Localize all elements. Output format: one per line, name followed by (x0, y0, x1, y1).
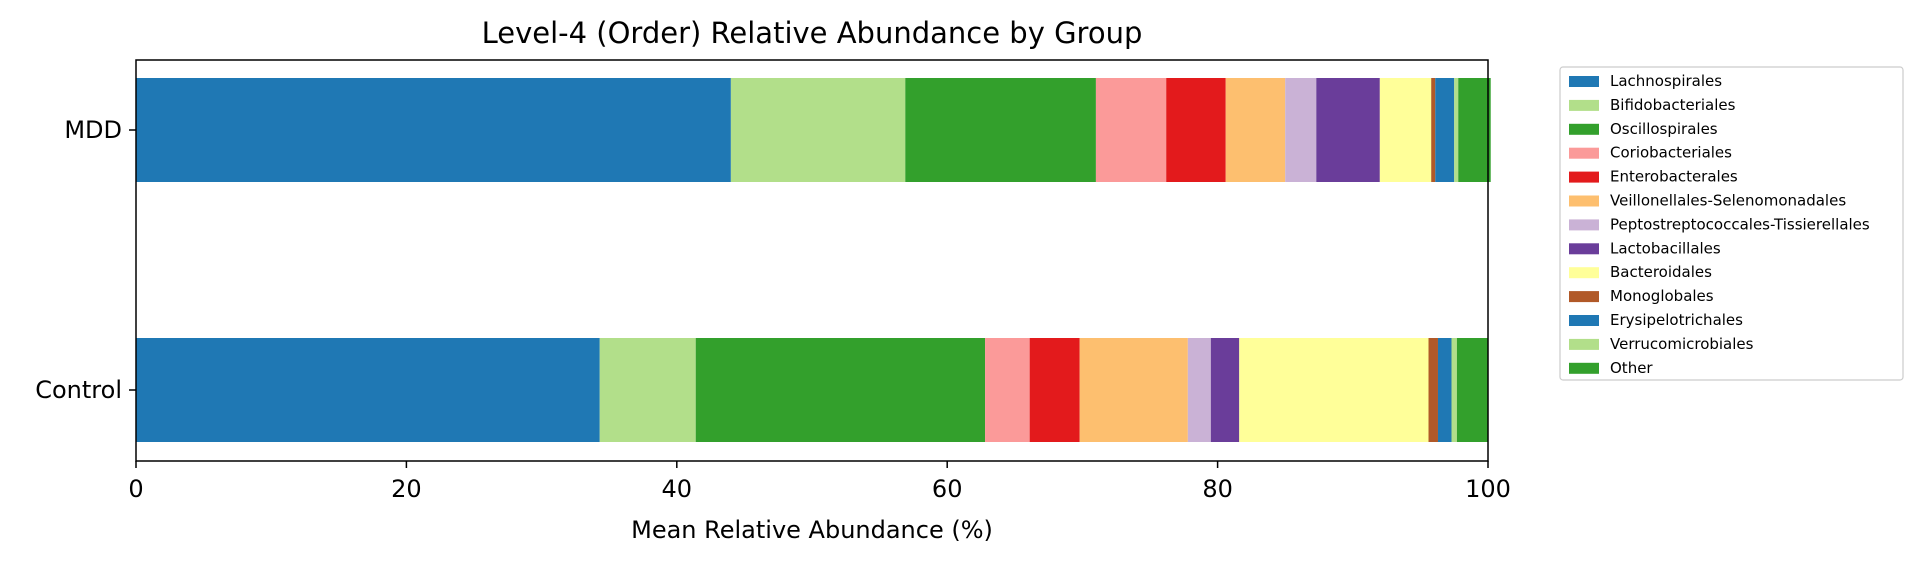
x-tick-label: 0 (128, 475, 143, 503)
legend-label: Bifidobacteriales (1610, 96, 1736, 114)
bar-segment-mdd-verrucomicrobiales (1454, 78, 1459, 182)
bar-segment-mdd-enterobacterales (1166, 78, 1226, 182)
legend-swatch (1569, 315, 1599, 326)
legend-swatch (1569, 195, 1599, 207)
x-axis: 0 20 40 60 80 100 (128, 461, 1511, 503)
y-tick-label: Control (35, 376, 122, 404)
legend-swatch (1569, 171, 1599, 183)
legend-swatch (1569, 267, 1599, 279)
y-axis: MDD Control (35, 116, 136, 404)
bar-segment-mdd-oscillospirales (905, 78, 1096, 182)
bar-segment-control-verrucomicrobiales (1451, 338, 1457, 442)
x-tick-label: 20 (391, 475, 422, 503)
x-tick-label: 100 (1465, 475, 1511, 503)
bars-layer (136, 78, 1491, 442)
bar-segment-control-lachnospirales (136, 338, 600, 442)
bar-segment-mdd-peptostreptococcales-tissierellales (1285, 78, 1317, 182)
legend-label: Lachnospirales (1610, 72, 1722, 90)
bar-segment-control-erysipelotrichales (1437, 338, 1452, 442)
legend-swatch (1569, 99, 1599, 111)
legend-label: Enterobacterales (1610, 168, 1738, 186)
bar-segment-control-enterobacterales (1029, 338, 1080, 442)
legend-label: Monoglobales (1610, 287, 1714, 305)
bar-segment-control-oscillospirales (695, 338, 986, 442)
bar-segment-control-peptostreptococcales-tissierellales (1187, 338, 1211, 442)
bar-segment-mdd-other (1458, 78, 1491, 182)
legend-swatch (1569, 291, 1599, 303)
x-tick-label: 60 (932, 475, 963, 503)
legend-label: Erysipelotrichales (1610, 311, 1743, 329)
bar-segment-mdd-lachnospirales (136, 78, 731, 182)
bar-segment-control-lactobacillales (1210, 338, 1240, 442)
bar-segment-control-coriobacteriales (985, 338, 1030, 442)
x-tick-label: 40 (662, 475, 693, 503)
bar-segment-mdd-lactobacillales (1316, 78, 1380, 182)
legend-swatch (1569, 362, 1599, 374)
legend-label: Veillonellales-Selenomonadales (1610, 192, 1846, 210)
legend-label: Other (1610, 359, 1653, 377)
legend-label: Peptostreptococcales-Tissierellales (1610, 215, 1870, 233)
legend-swatch (1569, 76, 1599, 87)
legend-label: Coriobacteriales (1610, 144, 1732, 162)
bar-segment-control-monoglobales (1428, 338, 1438, 442)
bar-segment-mdd-bacteroidales (1379, 78, 1432, 182)
legend-label: Oscillospirales (1610, 120, 1718, 138)
bar-segment-control-bifidobacteriales (599, 338, 696, 442)
bar-segment-mdd-monoglobales (1431, 78, 1436, 182)
x-axis-label: Mean Relative Abundance (%) (631, 516, 993, 544)
x-tick-label: 80 (1202, 475, 1233, 503)
legend-swatch (1569, 219, 1599, 231)
bar-segment-control-bacteroidales (1239, 338, 1429, 442)
legend-label: Verrucomicrobiales (1610, 335, 1754, 353)
chart-title: Level-4 (Order) Relative Abundance by Gr… (482, 16, 1143, 50)
legend-swatch (1569, 147, 1599, 159)
bar-segment-mdd-bifidobacteriales (730, 78, 906, 182)
y-tick-label: MDD (64, 116, 122, 144)
legend-label: Lactobacillales (1610, 239, 1721, 257)
legend-label: Bacteroidales (1610, 263, 1712, 281)
legend-swatch (1569, 338, 1599, 350)
legend-frame (1559, 66, 1904, 381)
bar-segment-control-veillonellales-selenomonadales (1079, 338, 1188, 442)
legend: Lachnospirales Bifidobacteriales Oscillosp… (1559, 66, 1904, 381)
legend-swatch (1569, 123, 1599, 135)
plot-frame (135, 59, 1489, 462)
bar-segment-mdd-veillonellales-selenomonadales (1225, 78, 1286, 182)
bar-segment-mdd-coriobacteriales (1095, 78, 1167, 182)
legend-swatch (1569, 243, 1599, 255)
bar-segment-mdd-erysipelotrichales (1435, 78, 1455, 182)
bar-segment-control-other (1456, 338, 1488, 442)
